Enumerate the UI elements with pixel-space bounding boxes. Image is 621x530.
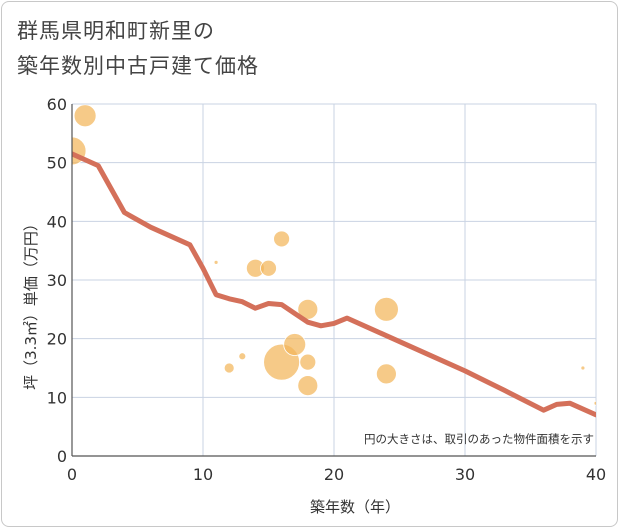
y-tick-label-40: 40 — [47, 212, 67, 231]
title-line-1: 群馬県明和町新里の — [17, 19, 215, 43]
bubble-1 — [73, 104, 97, 128]
bubble-4 — [238, 352, 247, 361]
trend-line-group — [72, 151, 596, 418]
title-line-2: 築年数別中古戸建て価格 — [17, 54, 259, 78]
x-tick-label-30: 30 — [455, 465, 475, 484]
bubble-7 — [273, 230, 291, 248]
y-tick-label-10: 10 — [47, 388, 67, 407]
bubble-6 — [260, 259, 277, 277]
y-tick-label-30: 30 — [47, 271, 67, 290]
bubble-13 — [373, 296, 399, 322]
axis-labels: 築年数（年） 坪（3.3㎡）単価（万円） 円の大きさは、取引のあった物件面積を示… — [22, 216, 594, 516]
bubble-2 — [213, 259, 219, 265]
y-tick-label-50: 50 — [47, 154, 67, 173]
x-tick-label-10: 10 — [193, 465, 213, 484]
bubble-11 — [299, 353, 317, 371]
size-note: 円の大きさは、取引のあった物件面積を示す — [364, 432, 594, 446]
grid-lines — [71, 103, 597, 457]
x-tick-label-0: 0 — [67, 465, 77, 484]
x-tick-label-40: 40 — [586, 465, 606, 484]
y-tick-label-20: 20 — [47, 330, 67, 349]
chart-title: 群馬県明和町新里の 築年数別中古戸建て価格 — [17, 14, 259, 84]
bubble-9 — [283, 333, 307, 356]
bubble-16 — [593, 400, 596, 406]
x-tick-label-20: 20 — [324, 465, 344, 484]
x-axis-title: 築年数（年） — [310, 498, 400, 516]
y-tick-label-0: 0 — [57, 447, 67, 466]
bubble-series — [72, 104, 596, 406]
y-axis-title: 坪（3.3㎡）単価（万円） — [22, 216, 40, 390]
axes: 0 10 20 30 40 0 10 20 30 40 50 60 — [47, 95, 607, 484]
bubble-14 — [375, 363, 397, 385]
y-tick-label-60: 60 — [47, 95, 67, 114]
bubble-15 — [580, 365, 586, 371]
trend-line — [72, 151, 596, 418]
bubble-3 — [223, 362, 235, 374]
bubble-12 — [297, 375, 319, 397]
